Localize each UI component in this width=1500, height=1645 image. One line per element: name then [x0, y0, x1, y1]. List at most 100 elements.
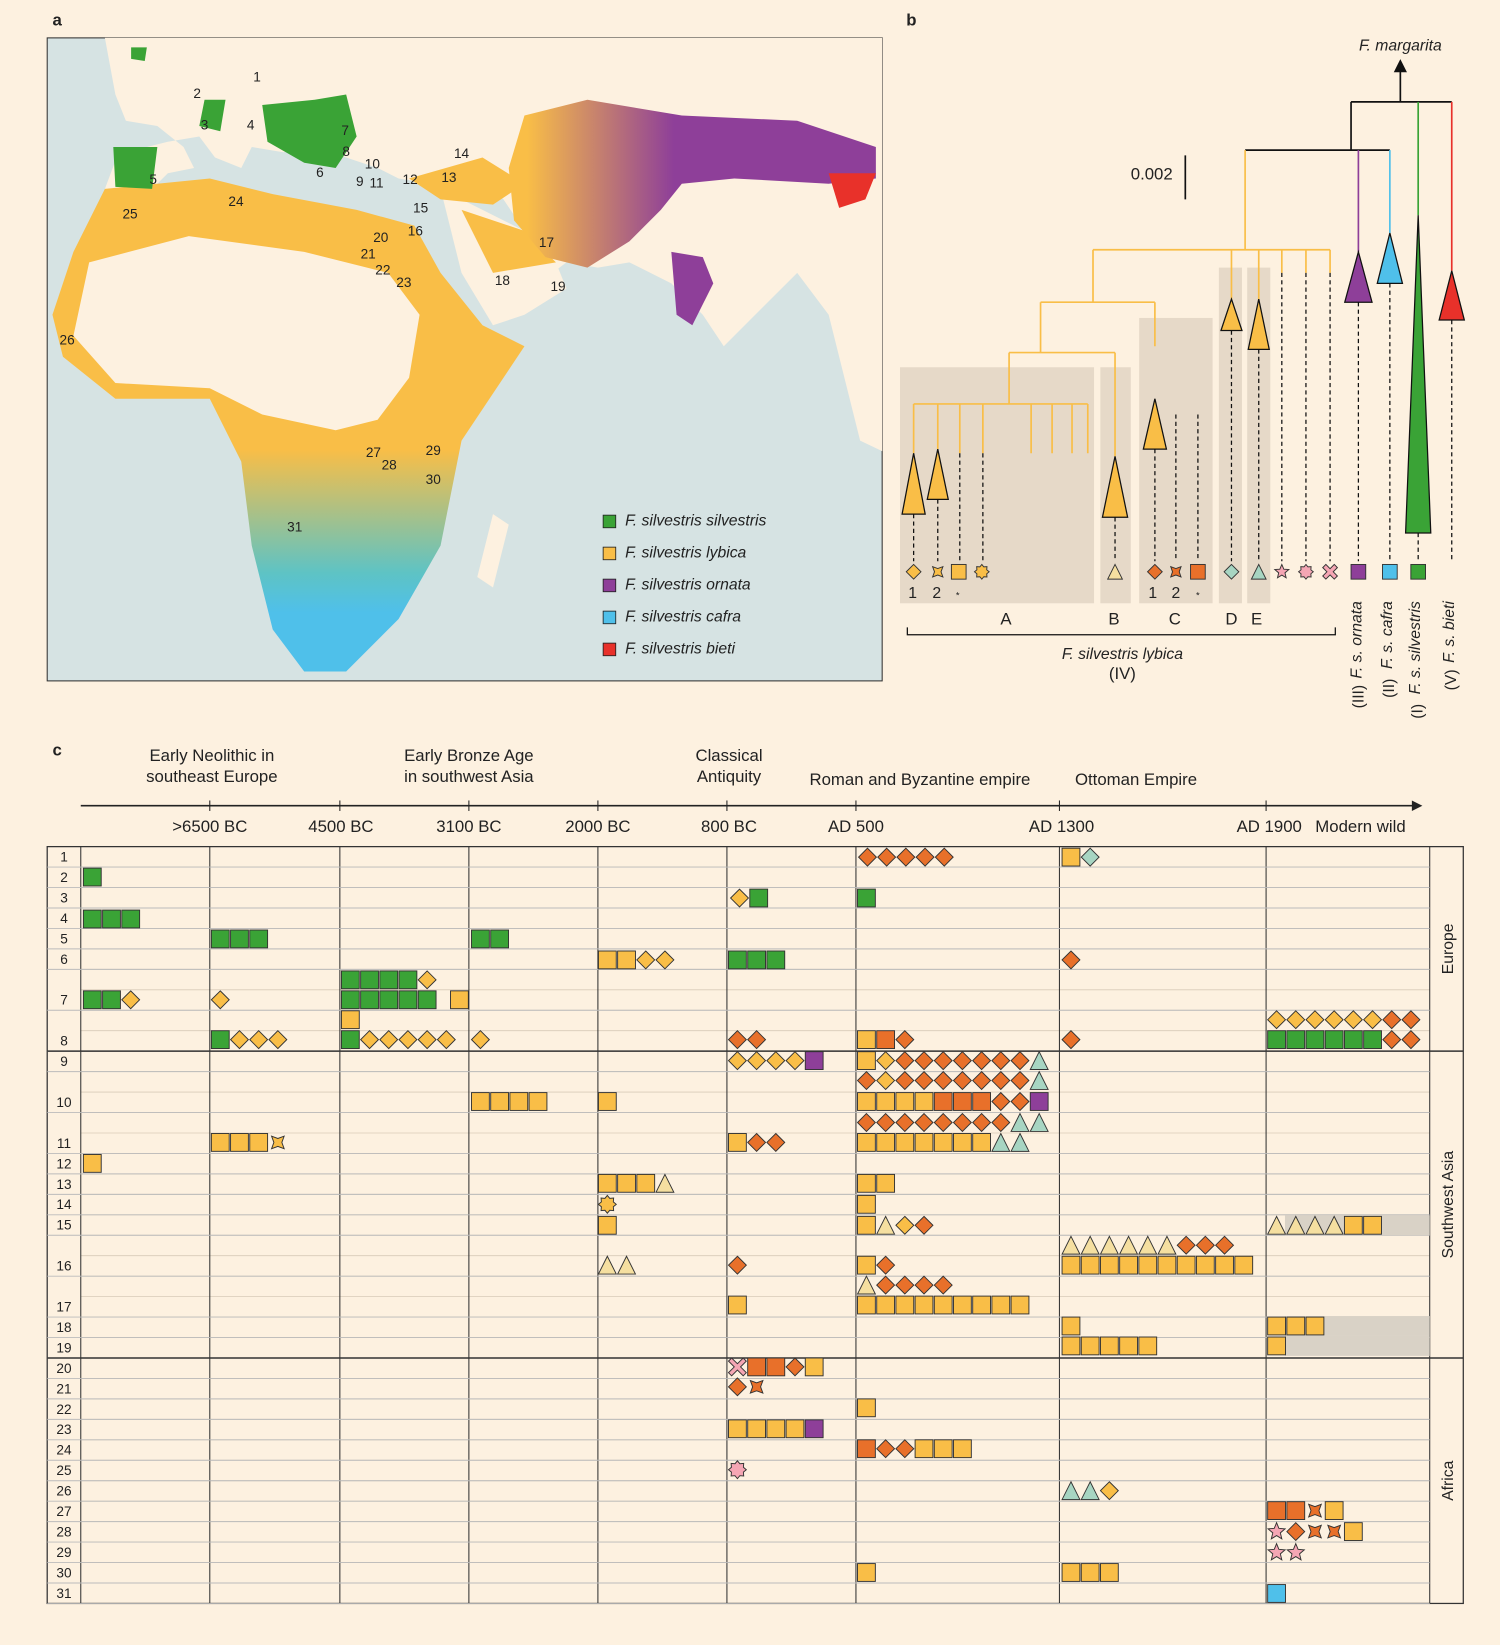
- symbol-square: [230, 929, 249, 949]
- symbol-square: [933, 1092, 953, 1111]
- time-arrow: [1411, 800, 1423, 811]
- symbol-star: [1327, 1524, 1342, 1539]
- time-label: AD 1900: [1237, 817, 1302, 836]
- symbol-square: [1099, 1336, 1119, 1356]
- symbol-square: [1363, 1030, 1382, 1050]
- symbol-square: [857, 1051, 876, 1070]
- symbol-square: [379, 970, 399, 990]
- symbol-square: [766, 950, 786, 970]
- symbol-diamond: [470, 1030, 491, 1050]
- symbol-star: [1286, 1542, 1306, 1561]
- symbol-square: [857, 1194, 876, 1214]
- symbol-diamond: [895, 1275, 915, 1295]
- symbol-diamond: [933, 1112, 953, 1133]
- symbol-square: [360, 970, 379, 990]
- row-label: 17: [56, 1299, 71, 1314]
- symbol-square: [82, 909, 102, 929]
- symbol-diamond: [895, 1215, 915, 1235]
- symbol-diamond: [914, 1112, 934, 1133]
- symbol-square: [636, 1173, 656, 1193]
- map-number: 5: [149, 172, 157, 187]
- symbol-square: [379, 990, 399, 1010]
- row-label: 26: [56, 1484, 71, 1499]
- symbol-diamond: [1401, 1030, 1421, 1050]
- symbol-square: [953, 1092, 972, 1111]
- symbol-square: [972, 1092, 991, 1111]
- symbol-square: [857, 1092, 876, 1111]
- symbol-square: [398, 970, 418, 990]
- tree-label: 1: [908, 585, 917, 602]
- symbol-square: [617, 950, 636, 970]
- symbol-square: [1286, 1501, 1306, 1520]
- row-label: 31: [56, 1586, 71, 1601]
- symbol-square: [895, 1133, 915, 1152]
- symbol-diamond: [952, 1112, 972, 1133]
- tree-label: A: [1000, 609, 1012, 628]
- time-label: 2000 BC: [565, 817, 630, 836]
- tree-label: B: [1108, 609, 1119, 628]
- row-label: 14: [56, 1197, 72, 1212]
- map-number: 22: [375, 262, 390, 277]
- symbol-square: [1190, 563, 1206, 580]
- map-number: 3: [201, 118, 209, 133]
- symbol-square: [1350, 563, 1367, 580]
- symbol-square: [857, 1563, 876, 1582]
- map-number: 9: [356, 174, 364, 189]
- symbol-square: [1363, 1215, 1382, 1235]
- symbol-square: [1234, 1255, 1254, 1275]
- symbol-square: [471, 929, 490, 949]
- symbol-diamond: [933, 1070, 953, 1091]
- row-label: 30: [56, 1565, 72, 1580]
- era-label: Early Bronze Age: [404, 746, 534, 765]
- symbol-triangle: [1061, 1235, 1081, 1255]
- tree-label: C: [1169, 609, 1181, 628]
- map-number: 1: [253, 69, 261, 84]
- map-number: 13: [441, 170, 456, 185]
- symbol-square: [876, 1173, 896, 1193]
- tree-label: E: [1251, 609, 1262, 628]
- map-number: 21: [361, 247, 376, 262]
- symbol-square: [728, 1295, 747, 1315]
- symbol-square: [1324, 1501, 1344, 1520]
- symbol-diamond: [436, 1030, 456, 1050]
- row-label: 27: [56, 1504, 71, 1519]
- symbol-diamond: [952, 1051, 972, 1071]
- row-label: 29: [56, 1545, 71, 1560]
- row-label: 4: [60, 911, 68, 926]
- symbol-square: [597, 1215, 617, 1235]
- legend-swatch: [602, 546, 617, 561]
- symbol-square: [914, 1133, 934, 1152]
- grey-band: [1284, 1335, 1430, 1356]
- symbol-square: [728, 1419, 747, 1439]
- tree-label: 0.002: [1131, 165, 1173, 184]
- map-number: 8: [342, 144, 350, 159]
- symbol-square: [914, 1439, 934, 1459]
- symbol-square: [857, 888, 876, 908]
- symbol-square: [766, 1357, 786, 1377]
- map-number: 19: [550, 279, 565, 294]
- symbol-star: [973, 563, 990, 580]
- row-label: 5: [60, 931, 68, 946]
- time-label: AD 500: [828, 817, 884, 836]
- tree-label: 2: [1171, 585, 1180, 602]
- row-label: 28: [56, 1524, 71, 1539]
- symbol-square: [1267, 1501, 1286, 1520]
- row-label: 11: [57, 1136, 71, 1151]
- symbol-square: [991, 1295, 1011, 1315]
- symbol-diamond: [727, 1030, 747, 1050]
- symbol-square: [1138, 1336, 1158, 1356]
- symbol-diamond: [991, 1112, 1011, 1133]
- map-number: 16: [408, 224, 423, 239]
- symbol-square: [747, 950, 766, 970]
- symbol-diamond: [933, 1275, 953, 1295]
- symbol-diamond: [914, 1215, 934, 1235]
- symbol-square: [471, 1092, 490, 1111]
- row-label: 13: [56, 1177, 71, 1192]
- symbol-square: [914, 1092, 934, 1111]
- symbol-star: [1266, 1521, 1287, 1540]
- symbol-diamond: [379, 1030, 399, 1050]
- tree-label: 1: [1148, 585, 1157, 602]
- row-label: 9: [60, 1054, 68, 1069]
- symbol-square: [509, 1092, 529, 1111]
- symbol-diamond: [1305, 1010, 1325, 1030]
